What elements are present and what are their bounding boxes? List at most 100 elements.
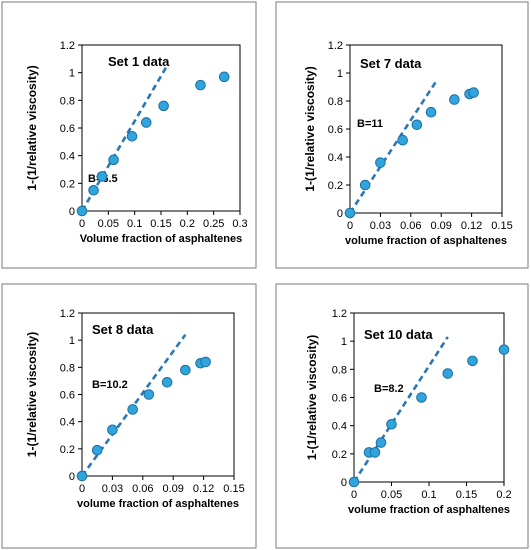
chart-panel-set-10: 0 0.2 0.4 0.6 0.8 1 1.2 0 0.05 0.1 0.15 0.2 volume f… (275, 283, 529, 549)
data-point (143, 389, 155, 400)
data-point (200, 356, 211, 368)
data-point (76, 205, 88, 217)
data-point (158, 100, 169, 112)
data-point (449, 94, 460, 105)
data-point (91, 444, 103, 456)
x-tick-label: 0.1 (421, 489, 436, 501)
slope-annotation: B=8.2 (374, 383, 404, 395)
y-tick-label: 0.8 (60, 362, 75, 374)
x-axis-label: volume fraction of asphaltenes (348, 504, 510, 516)
y-axis-label: 1-(1/relative viscosity) (305, 335, 319, 460)
chart-panel-set-1: 0 0.2 0.4 0.6 0.8 1 1.2 0 0.05 0.1 0.15 0.2 0.25 0.3 V… (1, 1, 257, 269)
data-point (468, 87, 479, 98)
slope-annotation: B=11 (357, 118, 383, 130)
chart-panel-set-8: 0 0.2 0.4 0.6 0.8 1 1.2 0 0.03 0.06 0.09 0.12 0.15 vo… (1, 283, 257, 549)
data-point (386, 418, 397, 430)
y-tick-label: 0 (337, 208, 343, 220)
y-tick-label: 0.6 (332, 393, 347, 405)
y-axis-label: 1-(1/relative viscosity) (303, 66, 317, 191)
chart-title: Set 10 data (364, 327, 433, 342)
y-tick-label: 0.6 (328, 124, 343, 136)
x-tick-label: 0.3 (232, 218, 247, 230)
x-tick-label: 0.05 (381, 489, 402, 501)
data-point (467, 355, 478, 367)
panel-frame (1, 283, 257, 549)
y-tick-label: 0.4 (332, 421, 347, 433)
y-tick-label: 1.2 (60, 308, 75, 320)
x-tick-label: 0.05 (98, 218, 119, 230)
y-tick-label: 1 (337, 68, 343, 80)
y-tick-label: 0.8 (60, 95, 75, 107)
y-tick-label: 1.2 (60, 40, 75, 52)
x-tick-label: 0.03 (102, 483, 123, 495)
fit-line (80, 66, 168, 212)
y-tick-label: 0.4 (60, 417, 75, 429)
y-axis-label: 1-(1/relative viscosity) (25, 332, 39, 457)
y-tick-label: 0.2 (328, 180, 343, 192)
x-axis-label: volume fraction of asphaltenes (77, 498, 239, 510)
x-tick-label: 0.12 (461, 220, 482, 232)
data-point (126, 131, 138, 142)
chart-title: Set 1 data (108, 54, 170, 69)
x-tick-label: 0.1 (127, 218, 142, 230)
x-tick-label: 0 (79, 483, 85, 495)
y-tick-label: 1 (69, 68, 75, 80)
data-point (375, 157, 386, 168)
slope-annotation: B=10.2 (92, 379, 128, 391)
x-tick-label: 0.2 (180, 218, 195, 230)
fit-line (348, 80, 438, 214)
x-tick-label: 0 (79, 218, 85, 230)
data-point (96, 171, 108, 182)
fit-line (80, 333, 187, 477)
data-point (411, 119, 423, 131)
y-tick-label: 0.2 (60, 444, 75, 456)
x-tick-label: 0.06 (132, 483, 153, 495)
x-tick-label: 0.15 (150, 218, 171, 230)
x-tick-label: 0.15 (223, 483, 244, 495)
y-tick-label: 0.2 (332, 449, 347, 461)
x-tick-label: 0 (351, 489, 357, 501)
y-tick-label: 0 (69, 471, 75, 483)
data-point (140, 117, 152, 128)
data-point (498, 344, 510, 355)
x-tick-label: 0.03 (370, 220, 391, 232)
data-point (108, 154, 119, 166)
data-point (344, 207, 356, 219)
x-axis-label: Volume fraction of asphaltenes (80, 233, 242, 245)
data-point (442, 368, 454, 379)
y-tick-label: 0.8 (328, 96, 343, 108)
data-point (375, 437, 387, 448)
x-tick-label: 0.12 (193, 483, 214, 495)
y-tick-label: 1.2 (332, 308, 347, 320)
data-point (416, 392, 427, 403)
data-point (161, 376, 173, 388)
data-point (107, 424, 118, 436)
x-tick-label: 0 (347, 220, 353, 232)
data-point (359, 179, 371, 191)
data-point (425, 106, 437, 118)
x-tick-label: 0.15 (456, 489, 477, 501)
y-tick-label: 0 (341, 477, 347, 489)
y-tick-label: 0.4 (328, 152, 343, 164)
x-tick-label: 0.09 (162, 483, 183, 495)
y-tick-label: 0 (69, 206, 75, 218)
panel-frame (275, 283, 529, 549)
x-tick-label: 0.09 (430, 220, 451, 232)
y-tick-label: 0.2 (60, 178, 75, 190)
x-tick-label: 0.25 (203, 218, 224, 230)
fit-line (352, 336, 449, 483)
data-point (369, 447, 381, 458)
y-tick-label: 0.6 (60, 390, 75, 402)
data-point (76, 470, 88, 482)
x-tick-label: 0.06 (400, 220, 421, 232)
data-point (218, 71, 230, 83)
chart-title: Set 8 data (92, 322, 154, 337)
y-tick-label: 1 (341, 336, 347, 348)
data-point (397, 134, 408, 146)
y-tick-label: 1 (69, 335, 75, 347)
data-point (127, 404, 138, 415)
y-tick-label: 0.8 (332, 364, 347, 376)
data-point (88, 184, 99, 196)
x-tick-label: 0.2 (496, 489, 511, 501)
